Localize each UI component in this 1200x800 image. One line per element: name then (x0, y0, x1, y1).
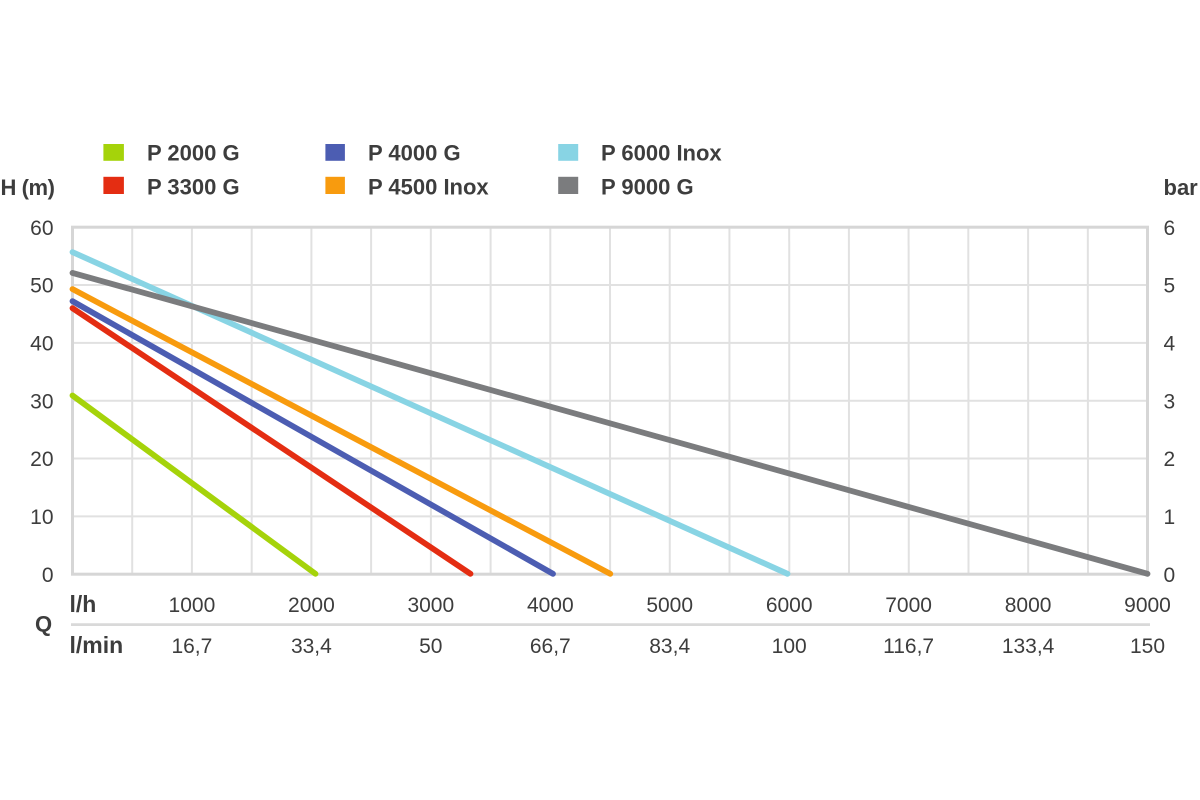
svg-text:83,4: 83,4 (649, 635, 690, 658)
svg-text:100: 100 (772, 635, 807, 658)
svg-text:P 4500 Inox: P 4500 Inox (368, 175, 489, 200)
svg-text:bar: bar (1164, 175, 1199, 200)
svg-text:50: 50 (419, 635, 442, 658)
svg-text:50: 50 (30, 275, 53, 298)
svg-text:6: 6 (1164, 217, 1176, 240)
svg-text:P 2000 G: P 2000 G (147, 141, 240, 166)
svg-text:0: 0 (1164, 564, 1176, 587)
svg-text:7000: 7000 (885, 594, 932, 617)
svg-text:H (m): H (m) (1, 175, 55, 200)
svg-text:10: 10 (30, 506, 53, 529)
svg-text:0: 0 (42, 564, 54, 587)
svg-text:3000: 3000 (407, 594, 454, 617)
svg-text:5000: 5000 (646, 594, 693, 617)
svg-text:60: 60 (30, 217, 53, 240)
svg-text:4: 4 (1164, 333, 1176, 356)
svg-text:66,7: 66,7 (530, 635, 571, 658)
svg-text:2000: 2000 (288, 594, 335, 617)
svg-text:6000: 6000 (766, 594, 813, 617)
svg-text:l/min: l/min (70, 632, 124, 658)
svg-text:3: 3 (1164, 390, 1176, 413)
svg-text:133,4: 133,4 (1002, 635, 1055, 658)
svg-text:8000: 8000 (1005, 594, 1052, 617)
svg-text:9000: 9000 (1124, 594, 1171, 617)
svg-text:20: 20 (30, 448, 53, 471)
svg-text:40: 40 (30, 333, 53, 356)
svg-text:P 6000 Inox: P 6000 Inox (601, 141, 722, 166)
svg-text:1000: 1000 (169, 594, 216, 617)
svg-text:P 9000 G: P 9000 G (601, 175, 694, 200)
svg-text:2: 2 (1164, 448, 1176, 471)
svg-text:30: 30 (30, 390, 53, 413)
svg-text:33,4: 33,4 (291, 635, 332, 658)
svg-text:5: 5 (1164, 275, 1176, 298)
svg-text:150: 150 (1130, 635, 1165, 658)
svg-text:16,7: 16,7 (171, 635, 212, 658)
svg-text:P 4000 G: P 4000 G (368, 141, 461, 166)
svg-text:116,7: 116,7 (883, 635, 934, 658)
svg-text:Q: Q (35, 612, 52, 637)
svg-text:P 3300 G: P 3300 G (147, 175, 240, 200)
svg-text:4000: 4000 (527, 594, 574, 617)
svg-text:1: 1 (1164, 506, 1176, 529)
svg-text:l/h: l/h (70, 591, 97, 617)
